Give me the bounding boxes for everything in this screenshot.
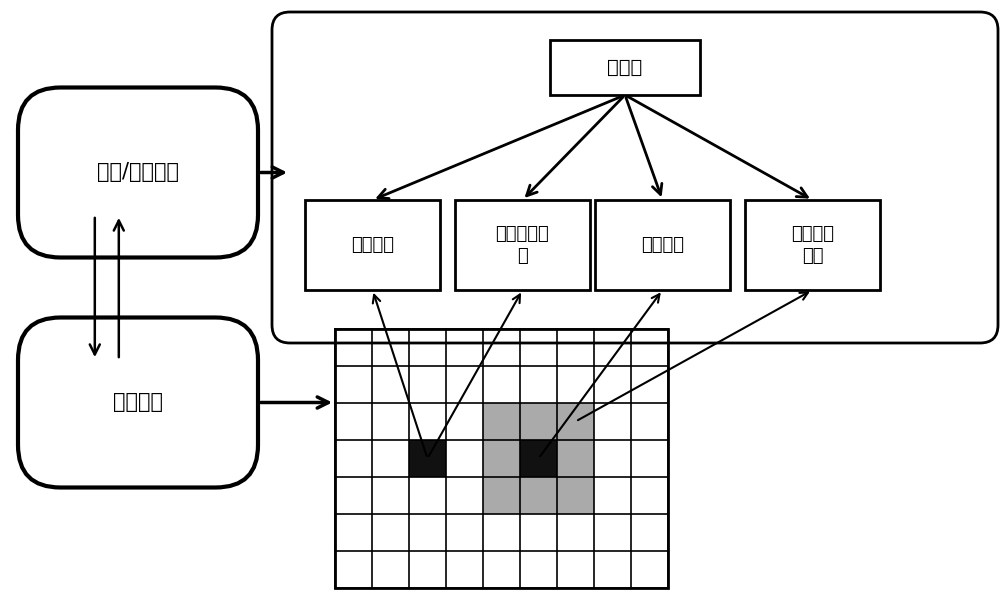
- Bar: [557, 403, 594, 440]
- Bar: [335, 329, 668, 588]
- Text: 元胞属性信
息: 元胞属性信 息: [496, 225, 549, 265]
- Bar: [550, 40, 700, 95]
- Bar: [595, 200, 730, 290]
- Bar: [409, 440, 446, 477]
- Bar: [483, 403, 520, 440]
- Bar: [483, 477, 520, 514]
- Bar: [455, 200, 590, 290]
- FancyBboxPatch shape: [18, 317, 258, 487]
- Text: 邻居属性
信息: 邻居属性 信息: [791, 225, 834, 265]
- Bar: [520, 440, 557, 477]
- FancyBboxPatch shape: [18, 88, 258, 257]
- Bar: [557, 477, 594, 514]
- Text: 地理空间: 地理空间: [113, 392, 163, 413]
- Bar: [305, 200, 440, 290]
- Text: 规则/变换函数: 规则/变换函数: [97, 163, 179, 182]
- Bar: [483, 440, 520, 477]
- Bar: [557, 440, 594, 477]
- Bar: [520, 477, 557, 514]
- FancyBboxPatch shape: [272, 12, 998, 343]
- Text: 元胞状态: 元胞状态: [351, 236, 394, 254]
- Text: 时间集: 时间集: [607, 58, 643, 77]
- Bar: [745, 200, 880, 290]
- Bar: [520, 403, 557, 440]
- Text: 邻居状态: 邻居状态: [641, 236, 684, 254]
